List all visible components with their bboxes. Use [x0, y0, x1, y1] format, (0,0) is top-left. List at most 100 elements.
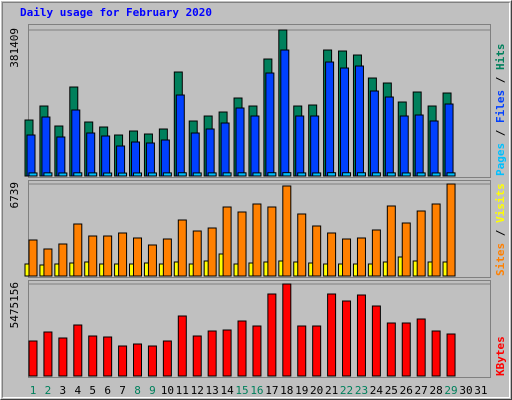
bar	[431, 330, 441, 377]
legend: Sites / Visits	[494, 183, 507, 276]
bar	[369, 90, 379, 177]
x-tick-label: 7	[119, 384, 126, 397]
bar	[28, 239, 38, 277]
bar	[177, 219, 187, 277]
bar	[295, 115, 305, 177]
bar	[384, 96, 394, 177]
bar	[297, 213, 307, 277]
bar	[399, 115, 409, 177]
bar	[340, 67, 350, 177]
bar	[342, 300, 352, 377]
bar	[342, 172, 352, 177]
bar	[222, 206, 232, 277]
x-tick-label: 20	[310, 384, 323, 397]
bar	[446, 333, 456, 377]
bar	[118, 345, 128, 377]
bar	[235, 107, 245, 177]
x-tick-label: 10	[161, 384, 174, 397]
bar	[386, 322, 396, 377]
bar	[207, 227, 217, 277]
bar	[446, 172, 456, 177]
bar	[267, 172, 277, 177]
bar	[356, 172, 366, 177]
bar	[28, 172, 38, 177]
bar	[401, 222, 411, 277]
bar	[342, 238, 352, 277]
x-tick-label: 31	[474, 384, 487, 397]
bar	[267, 293, 277, 377]
bar	[222, 172, 232, 177]
bar	[222, 329, 232, 377]
bar	[101, 135, 111, 177]
bar	[192, 335, 202, 377]
bar	[28, 340, 38, 377]
x-tick-label: 13	[206, 384, 219, 397]
legend-entry: Pages	[494, 143, 507, 176]
bar	[371, 305, 381, 377]
bar	[73, 324, 83, 377]
bar	[133, 172, 143, 177]
bar	[282, 283, 292, 377]
x-tick-label: 8	[134, 384, 141, 397]
bar	[118, 232, 128, 277]
bar	[145, 142, 155, 177]
bar	[133, 237, 143, 277]
bar	[431, 203, 441, 277]
x-tick-label: 6	[104, 384, 111, 397]
bar	[446, 183, 456, 277]
bar	[220, 122, 230, 177]
bar	[177, 172, 187, 177]
bar	[371, 172, 381, 177]
bar	[58, 172, 68, 177]
legend: KBytes	[494, 336, 507, 376]
bar	[386, 172, 396, 177]
bar	[354, 65, 364, 177]
bar	[177, 315, 187, 377]
x-tick-label: 3	[60, 384, 67, 397]
y-tick-label: 6739	[8, 182, 21, 209]
bar	[356, 237, 366, 277]
bar	[43, 331, 53, 377]
bar	[116, 145, 126, 177]
bar	[429, 120, 439, 177]
bar	[325, 61, 335, 177]
bar	[416, 318, 426, 377]
x-tick-label: 18	[280, 384, 293, 397]
x-tick-label: 24	[370, 384, 384, 397]
bar	[88, 172, 98, 177]
bar	[282, 172, 292, 177]
bar	[207, 330, 217, 377]
bar	[282, 185, 292, 277]
bar	[310, 115, 320, 177]
bar	[386, 205, 396, 277]
bar	[118, 172, 128, 177]
bar	[265, 72, 275, 177]
panel-frame	[28, 180, 491, 278]
bar	[192, 230, 202, 277]
bar	[58, 243, 68, 277]
bar	[252, 203, 262, 277]
bar	[444, 103, 454, 177]
bar	[56, 136, 66, 177]
x-tick-label: 4	[74, 384, 81, 397]
x-tick-label: 26	[400, 384, 413, 397]
bar	[190, 132, 200, 177]
legend-separator: /	[494, 123, 507, 143]
bar	[327, 232, 337, 277]
legend: Pages / Files / Hits	[494, 44, 507, 177]
bar	[252, 325, 262, 377]
bar	[43, 172, 53, 177]
legend-entry: KBytes	[494, 336, 507, 376]
bar	[131, 141, 141, 177]
bar	[237, 172, 247, 177]
bar	[237, 320, 247, 377]
bar	[356, 294, 366, 377]
legend-entry: Files	[494, 90, 507, 123]
bar	[312, 172, 322, 177]
y-tick-label: 5475156	[8, 282, 21, 328]
bar	[416, 210, 426, 277]
bar	[207, 172, 217, 177]
bar	[133, 343, 143, 377]
